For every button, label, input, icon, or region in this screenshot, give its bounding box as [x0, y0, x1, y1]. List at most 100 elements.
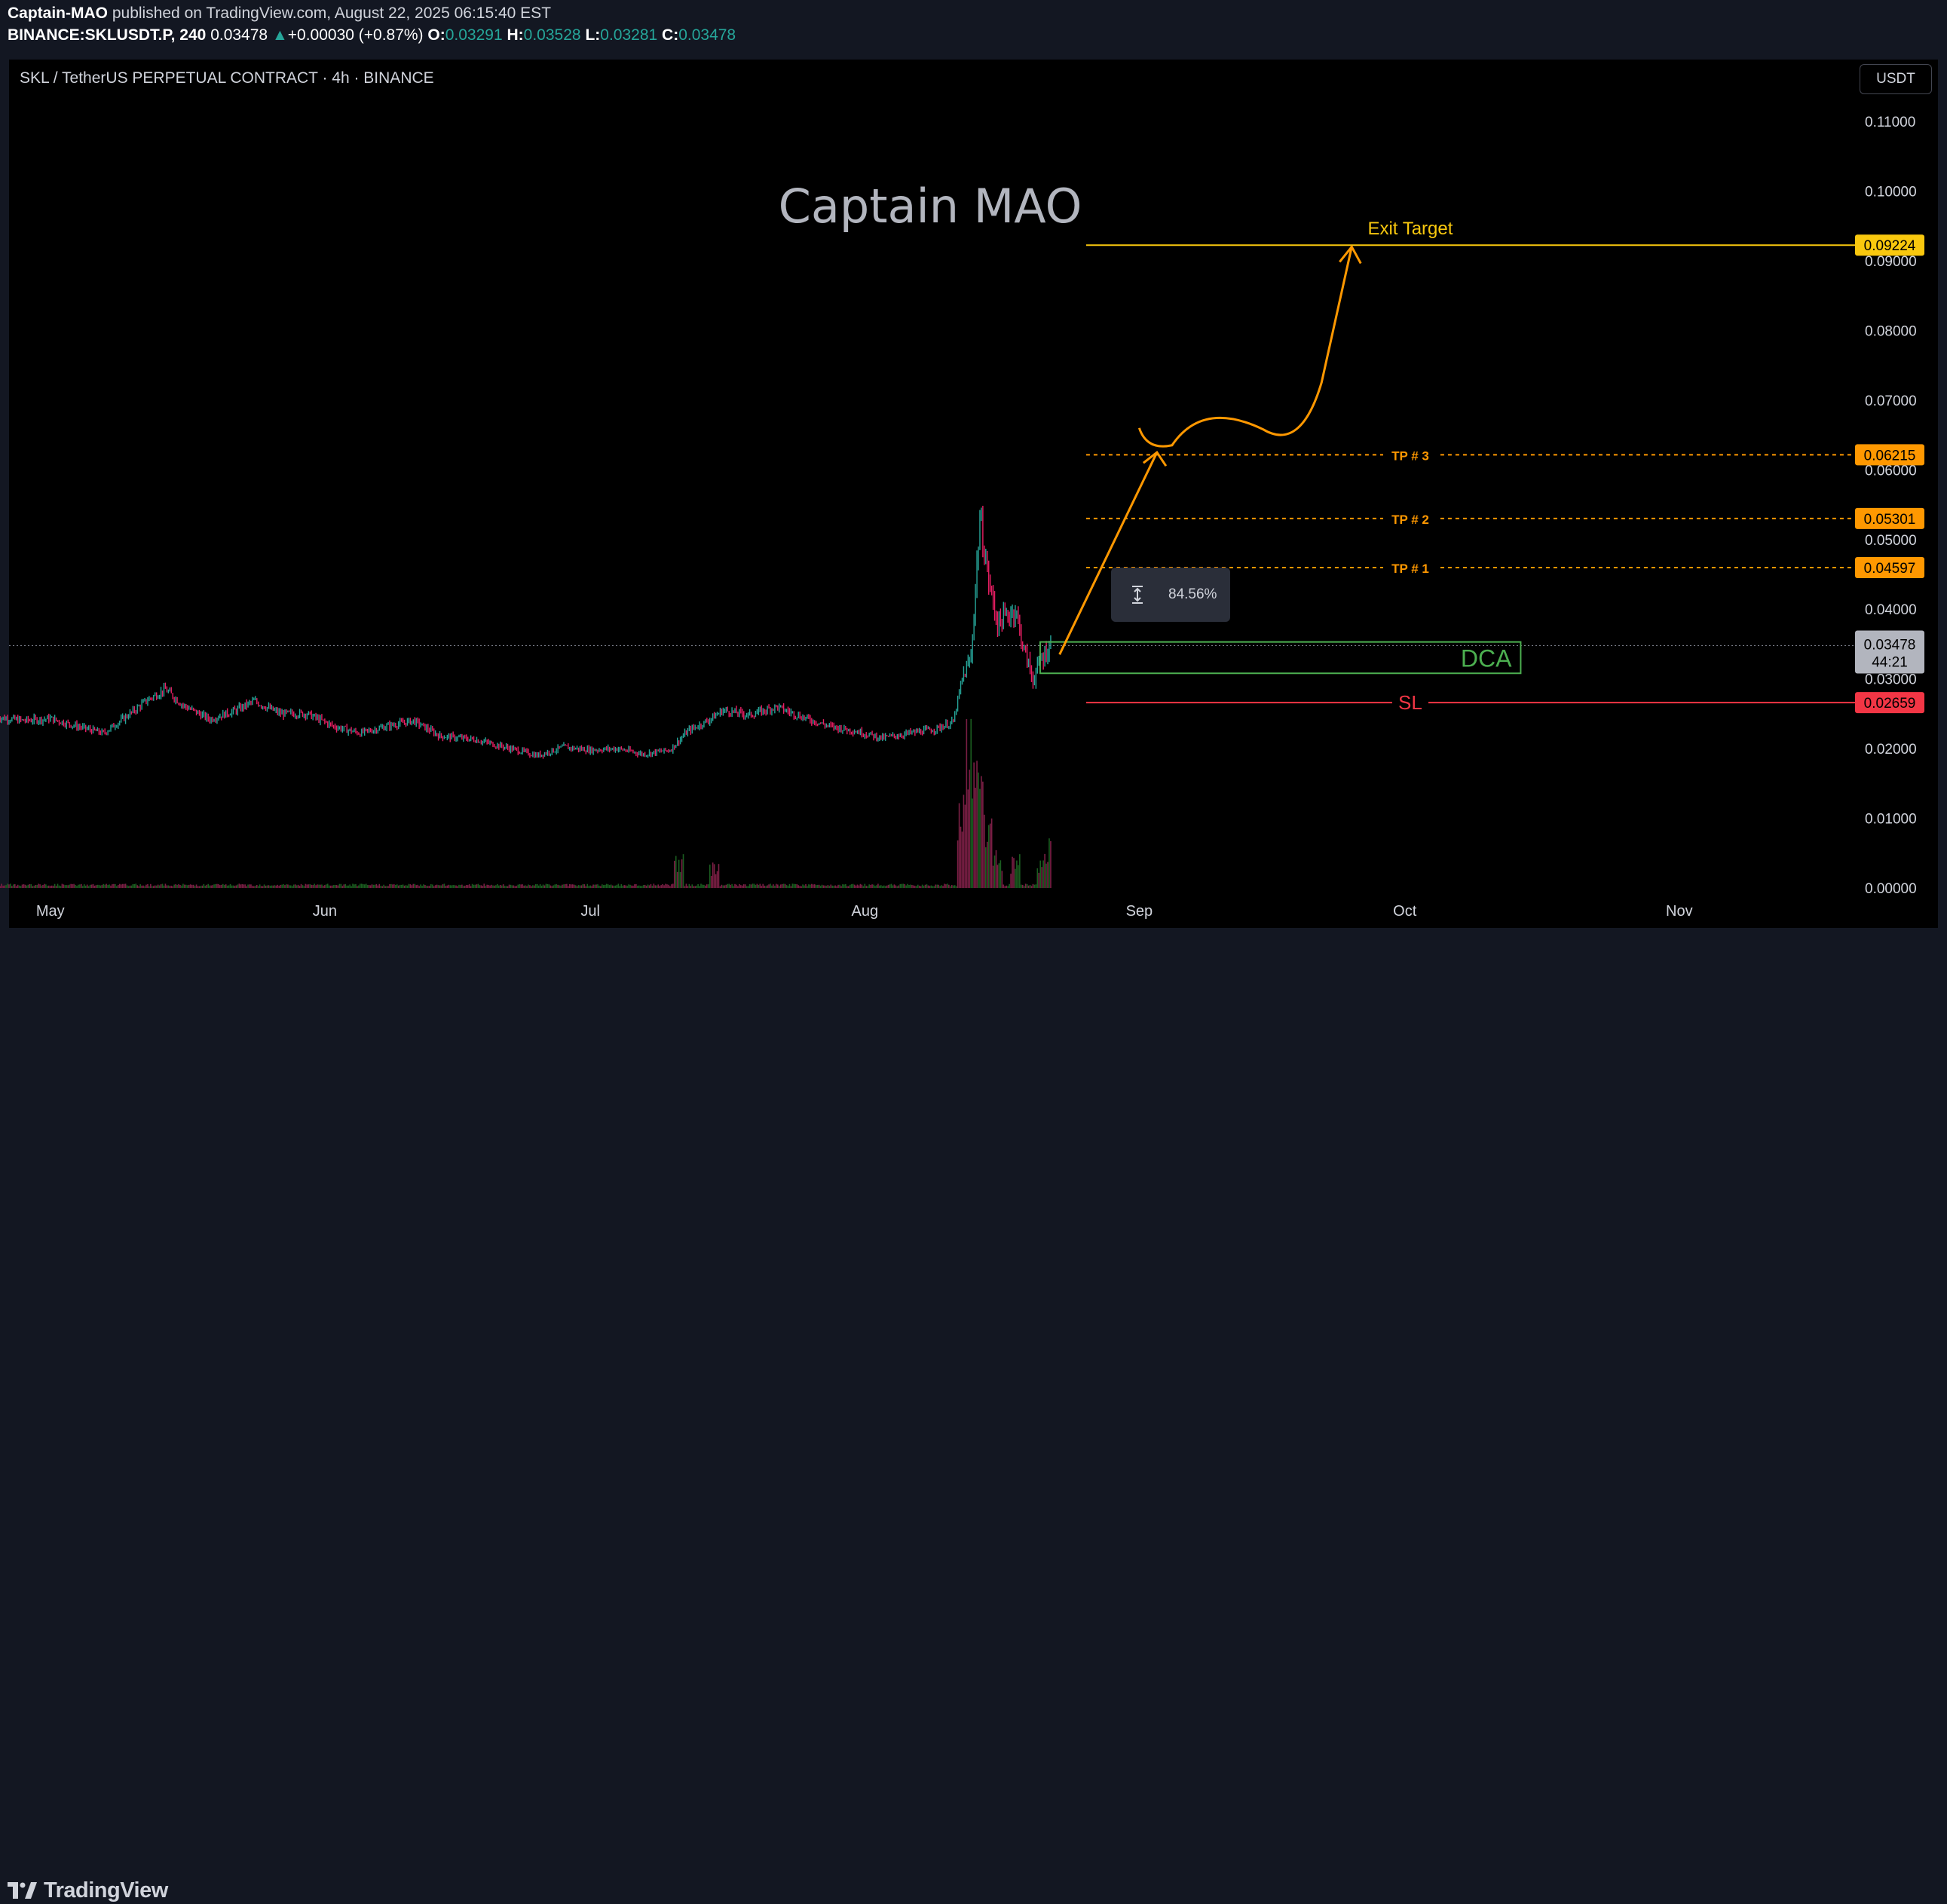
volume-bar — [510, 884, 512, 888]
volume-bar — [1006, 885, 1008, 888]
volume-bar — [96, 884, 99, 888]
volume-bar — [675, 856, 677, 888]
volume-bar — [63, 884, 65, 888]
volume-bar — [719, 886, 721, 888]
volume-bar — [412, 883, 415, 888]
volume-bar — [830, 884, 832, 888]
price-tag — [1855, 444, 1924, 466]
volume-bar — [47, 885, 50, 888]
volume-bar — [945, 884, 947, 888]
high-value: 0.03528 — [523, 26, 581, 44]
price-axis[interactable] — [1855, 60, 1938, 928]
volume-bar — [1016, 860, 1018, 888]
volume-bar — [30, 884, 32, 888]
volume-bar — [840, 886, 842, 888]
volume-bar — [375, 883, 378, 888]
volume-bar — [175, 884, 176, 888]
volume-bar — [86, 884, 88, 888]
projection-arrow-2 — [1137, 246, 1353, 448]
close-value: 0.03478 — [678, 26, 736, 44]
author-name[interactable]: Captain-MAO — [8, 5, 108, 22]
volume-bar — [32, 886, 34, 888]
volume-bar — [815, 885, 817, 888]
volume-bar — [49, 886, 51, 888]
volume-bar — [123, 883, 125, 888]
volume-bar — [591, 886, 592, 888]
volume-bar — [1013, 858, 1015, 888]
volume-bar — [642, 885, 644, 888]
volume-bar — [380, 886, 382, 888]
volume-bar — [585, 886, 587, 888]
volume-bar — [243, 884, 244, 888]
volume-bar — [397, 885, 400, 888]
volume-bar — [266, 885, 268, 888]
volume-bar — [287, 884, 289, 888]
volume-bar — [825, 886, 828, 888]
volume-bar — [160, 884, 162, 888]
volume-bar — [480, 885, 482, 888]
volume-bar — [638, 885, 640, 888]
volume-bar — [263, 884, 265, 888]
volume-bar — [776, 883, 777, 888]
volume-bar — [765, 886, 767, 888]
volume-bar — [144, 886, 145, 888]
volume-bar — [349, 884, 351, 888]
volume-bar — [494, 885, 495, 888]
volume-bar — [142, 885, 144, 888]
volume-bar — [739, 883, 740, 888]
volume-bar — [78, 884, 79, 888]
volume-bar — [613, 886, 615, 888]
volume-bar — [671, 884, 672, 888]
volume-bar — [579, 885, 581, 888]
volume-bar — [326, 883, 329, 888]
volume-bar — [173, 884, 175, 888]
chart-pane[interactable] — [9, 60, 1855, 928]
volume-bar — [1024, 883, 1027, 888]
volume-bar — [776, 884, 779, 888]
volume-bar — [886, 885, 888, 888]
volume-bar — [631, 885, 632, 888]
up-triangle-icon: ▲ — [271, 26, 288, 44]
volume-bar — [297, 884, 299, 888]
volume-bar — [395, 884, 396, 888]
volume-bar — [127, 886, 130, 888]
tradingview-logo[interactable]: TradingView — [8, 1877, 168, 1904]
currency-button[interactable]: USDT — [1860, 64, 1932, 94]
volume-bar — [357, 886, 358, 888]
volume-bar — [920, 886, 922, 888]
volume-bar — [47, 886, 48, 888]
volume-bar — [241, 884, 243, 888]
volume-bar — [589, 885, 591, 888]
volume-bar — [969, 770, 971, 888]
volume-bar — [941, 885, 942, 888]
volume-bar — [141, 885, 142, 888]
volume-bar — [347, 885, 349, 888]
volume-bar — [668, 884, 669, 888]
volume-bar — [1003, 884, 1005, 888]
volume-bar — [1049, 838, 1050, 888]
volume-bar — [881, 886, 883, 888]
volume-bar — [691, 884, 693, 888]
volume-bar — [699, 886, 700, 888]
volume-bar — [20, 886, 22, 888]
volume-bar — [79, 884, 81, 888]
volume-bar — [294, 884, 296, 888]
volume-bar — [801, 886, 802, 888]
volume-bar — [157, 884, 159, 888]
volume-bar — [256, 885, 258, 888]
volume-bar — [206, 884, 208, 888]
volume-bar — [381, 886, 383, 888]
symbol-interval: BINANCE:SKLUSDT.P, 240 — [8, 26, 207, 44]
volume-bar — [813, 884, 816, 888]
volume-bar — [985, 847, 987, 888]
volume-bar — [228, 885, 230, 888]
volume-bar — [546, 883, 549, 888]
volume-bar — [492, 885, 494, 888]
volume-bar — [725, 884, 727, 888]
volume-bar — [194, 886, 196, 888]
volume-bar — [542, 884, 544, 888]
volume-bar — [651, 886, 654, 888]
volume-bar — [29, 883, 31, 888]
volume-bar — [679, 871, 681, 888]
volume-bar — [155, 885, 158, 888]
